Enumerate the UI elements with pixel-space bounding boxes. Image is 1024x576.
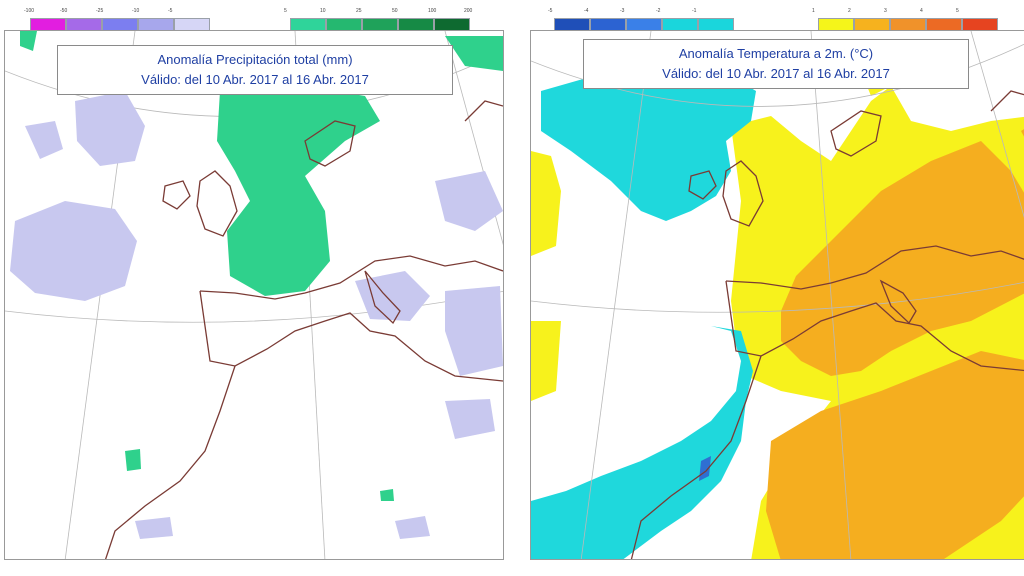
positive-anomaly-areas [20, 31, 503, 501]
legend-tick-label: 10 [320, 8, 326, 14]
legend-tick-label: 3 [884, 8, 887, 14]
temperature-map: Anomalía Temperatura a 2m. (°C) Válido: … [530, 30, 1024, 560]
legend-tick-label: 200 [464, 8, 473, 14]
temperature-anomaly-panel: -5 -4 -3 -2 -1 1 2 3 4 5 [530, 0, 1024, 576]
precipitation-title-box: Anomalía Precipitación total (mm) Válido… [57, 45, 453, 95]
legend-cell: -1 [692, 8, 734, 32]
temperature-title-box: Anomalía Temperatura a 2m. (°C) Válido: … [583, 39, 969, 89]
temperature-title: Anomalía Temperatura a 2m. (°C) [678, 46, 874, 61]
precipitation-title: Anomalía Precipitación total (mm) [157, 52, 353, 67]
legend-tick-label: -4 [584, 8, 589, 14]
legend-tick-label: -1 [692, 8, 697, 14]
legend-tick-label: 1 [812, 8, 815, 14]
legend-tick-label: 5 [956, 8, 959, 14]
legend-tick-label: -2 [656, 8, 661, 14]
hot-anomaly-areas [766, 129, 1024, 559]
legend-cell: -5 [168, 8, 210, 32]
legend-tick-label: 100 [428, 8, 437, 14]
negative-anomaly-areas [10, 91, 503, 539]
temperature-legend-cold: -5 -4 -3 -2 -1 [548, 8, 734, 32]
coastlines [630, 90, 1024, 559]
legend-tick-label: -100 [24, 8, 35, 14]
legend-cell: 5 [956, 8, 998, 32]
precipitation-legend-wet: 5 10 25 50 100 200 [284, 8, 478, 32]
legend-cell: 50 [392, 8, 434, 32]
legend-tick-label: -25 [96, 8, 104, 14]
precipitation-anomaly-panel: -100 -50 -25 -10 -5 5 10 25 50 100 200 [4, 0, 504, 576]
temperature-legend-warm: 1 2 3 4 5 [812, 8, 998, 32]
temperature-map-svg [531, 31, 1024, 559]
legend-tick-label: -3 [620, 8, 625, 14]
temperature-legend: -5 -4 -3 -2 -1 1 2 3 4 5 [530, 8, 1024, 32]
deep-cold-spot [699, 456, 711, 481]
legend-tick-label: -50 [60, 8, 68, 14]
precipitation-map-svg [5, 31, 503, 559]
precipitation-map: Anomalía Precipitación total (mm) Válido… [4, 30, 504, 560]
temperature-validity: Válido: del 10 Abr. 2017 al 16 Abr. 2017 [662, 66, 890, 81]
legend-tick-label: 50 [392, 8, 398, 14]
legend-cell: -100 [24, 8, 66, 32]
cold-anomaly-areas [531, 66, 756, 559]
coastlines [104, 100, 503, 559]
precipitation-legend: -100 -50 -25 -10 -5 5 10 25 50 100 200 [4, 8, 504, 32]
legend-tick-label: -10 [132, 8, 140, 14]
legend-tick-label: 25 [356, 8, 362, 14]
legend-tick-label: -5 [168, 8, 173, 14]
legend-tick-label: 4 [920, 8, 923, 14]
legend-tick-label: 2 [848, 8, 851, 14]
precipitation-validity: Válido: del 10 Abr. 2017 al 16 Abr. 2017 [141, 72, 369, 87]
legend-tick-label: 5 [284, 8, 287, 14]
legend-tick-label: -5 [548, 8, 553, 14]
precipitation-legend-dry: -100 -50 -25 -10 -5 [24, 8, 210, 32]
